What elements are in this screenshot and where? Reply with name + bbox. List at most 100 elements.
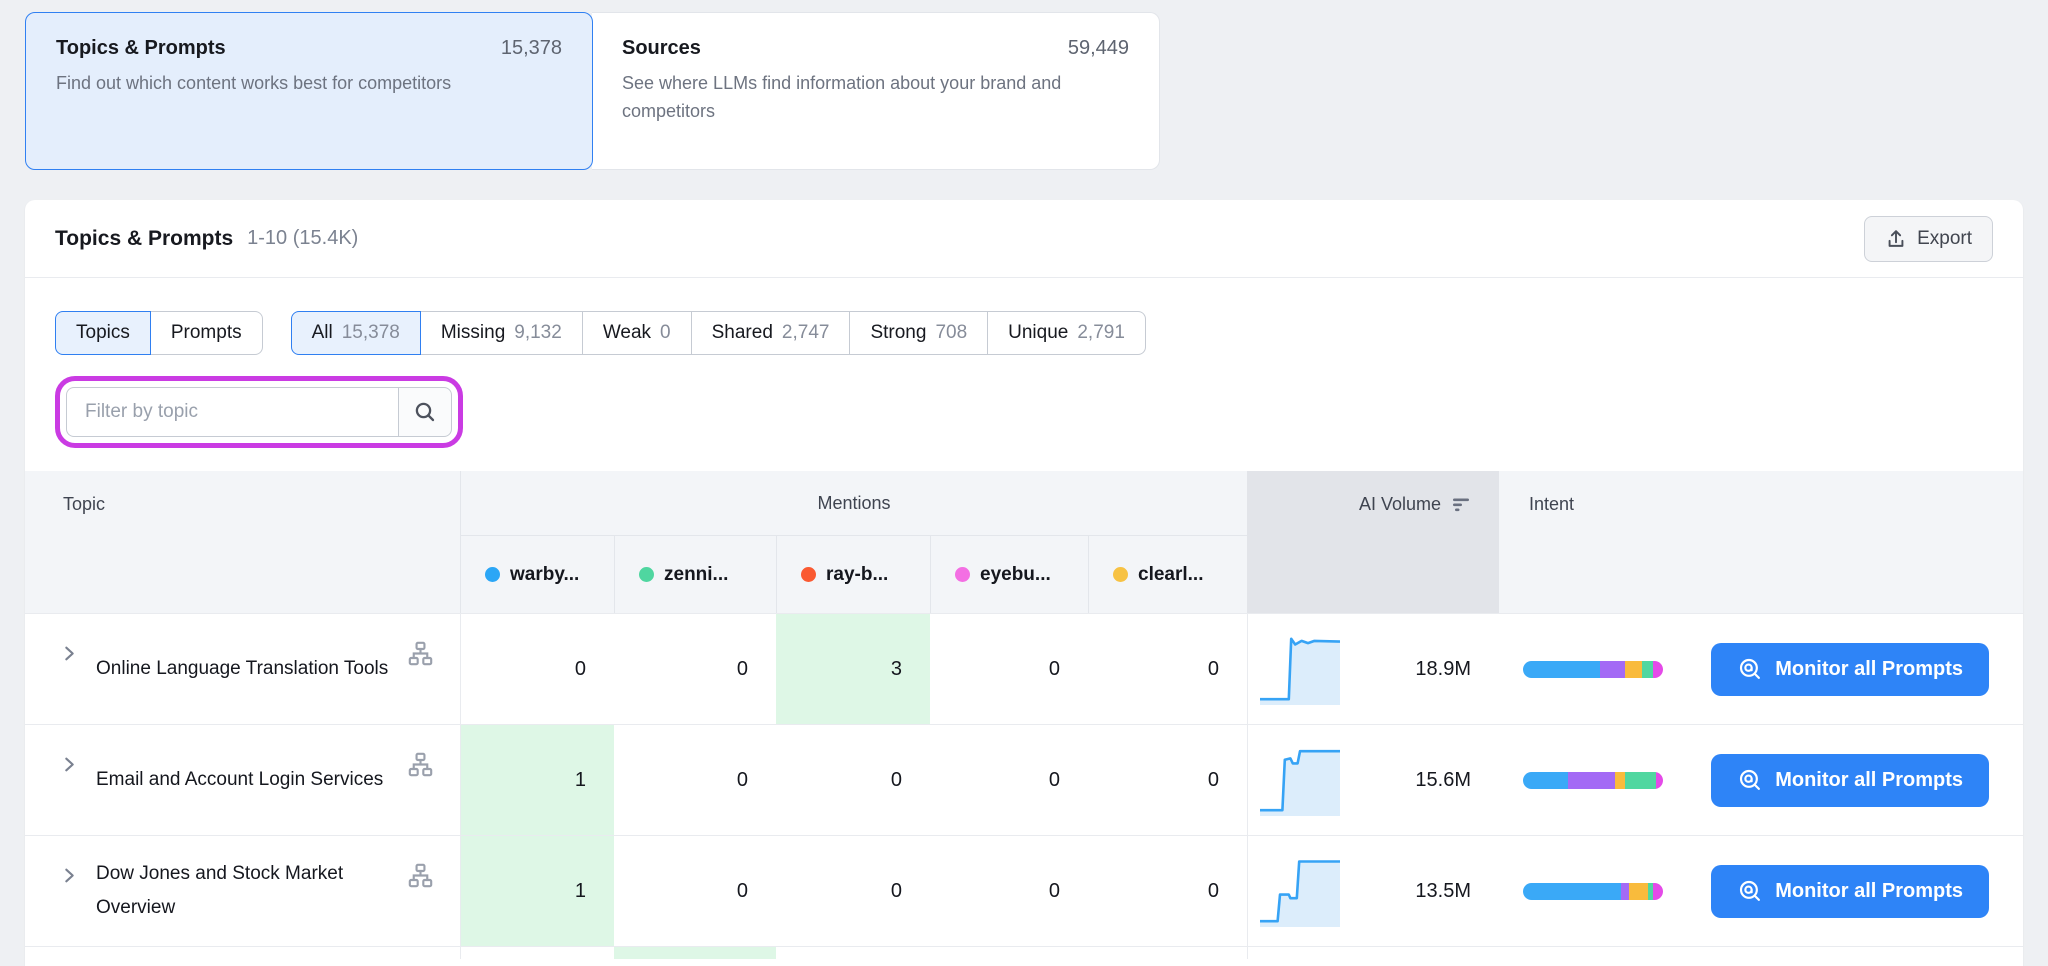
ai-volume-sparkline [1260, 855, 1340, 927]
page-title: Topics & Prompts [55, 226, 234, 250]
ai-volume-cell: 13.5M [1247, 836, 1499, 946]
topic-cell: Dow Jones and Stock Market Overview [25, 836, 460, 946]
sitemap-icon[interactable] [407, 640, 434, 667]
intent-segment [1621, 882, 1630, 900]
tab-count: 708 [935, 322, 968, 343]
view-toggle-prompts[interactable]: Prompts [150, 311, 263, 355]
competitor-dot [485, 567, 500, 582]
competitor-name: eyebu... [980, 563, 1051, 585]
card-topics-prompts[interactable]: Topics & Prompts 15,378 Find out which c… [25, 12, 593, 170]
view-toggle-topics[interactable]: Topics [55, 311, 151, 355]
mentions-cell-clearl: 0 [1207, 768, 1219, 791]
topic-name[interactable]: Email and Account Login Services [96, 769, 384, 790]
tab-label: Unique [1008, 322, 1069, 343]
ai-volume-sparkline [1260, 633, 1340, 705]
sort-desc-icon [1451, 496, 1473, 514]
export-button[interactable]: Export [1864, 215, 1993, 262]
mentions-cell-eyebu: 0 [1048, 879, 1060, 902]
ai-volume-cell: 15.6M [1247, 725, 1499, 835]
toggle-label: Prompts [170, 322, 242, 343]
competitor-column-ray-b[interactable]: ray-b... [776, 535, 930, 613]
intent-bar [1523, 660, 1663, 678]
tab-count: 9,132 [514, 322, 562, 343]
competitor-column-eyebu[interactable]: eyebu... [930, 535, 1088, 613]
topic-name[interactable]: Dow Jones and Stock Market Overview [96, 863, 344, 918]
topic-cell: Online Language Translation Tools [25, 614, 460, 724]
monitor-button-label: Monitor all Prompts [1775, 768, 1963, 791]
filter-tab-all[interactable]: All 15,378 [290, 311, 421, 355]
filter-tab-unique[interactable]: Unique 2,791 [988, 311, 1146, 355]
column-header-intent: Intent [1529, 494, 1575, 514]
filter-tab-shared[interactable]: Shared 2,747 [691, 311, 851, 355]
competitor-dot [1113, 567, 1128, 582]
competitor-dot [801, 567, 816, 582]
ai-volume-value: 15.6M [1415, 768, 1471, 791]
table-row-partial [25, 946, 2023, 959]
topic-cell: Email and Account Login Services [25, 725, 460, 835]
mentions-cell-zenni [614, 947, 776, 959]
competitor-column-warby[interactable]: warby... [460, 535, 614, 613]
search-button[interactable] [398, 387, 452, 437]
competitor-column-clearl[interactable]: clearl... [1088, 535, 1247, 613]
tab-label: All [311, 322, 333, 343]
filter-tab-strong[interactable]: Strong 708 [850, 311, 989, 355]
expand-chevron-icon[interactable] [61, 756, 78, 773]
sitemap-icon[interactable] [407, 751, 434, 778]
mentions-cell-eyebu: 0 [1048, 657, 1060, 680]
result-range: 1-10 (15.4K) [247, 227, 359, 249]
column-header-ai-volume[interactable]: AI Volume [1247, 471, 1499, 613]
intent-segment [1567, 771, 1616, 789]
competitor-column-zenni[interactable]: zenni... [614, 535, 776, 613]
monitor-prompts-icon [1737, 767, 1763, 793]
mentions-cell-clearl: 0 [1207, 657, 1219, 680]
monitor-all-prompts-button[interactable]: Monitor all Prompts [1711, 753, 1989, 807]
intent-segment [1625, 771, 1656, 789]
monitor-all-prompts-button[interactable]: Monitor all Prompts [1711, 642, 1989, 696]
competitor-name: warby... [510, 563, 580, 585]
tab-label: Shared [711, 322, 773, 343]
intent-segment [1523, 771, 1568, 789]
filter-by-topic-input[interactable] [66, 387, 398, 437]
intent-segment [1655, 771, 1663, 789]
competitor-name: ray-b... [826, 563, 889, 585]
competitor-dot [639, 567, 654, 582]
ai-volume-cell: 18.9M [1247, 614, 1499, 724]
mentions-cell-zenni: 0 [736, 879, 748, 902]
intent-segment [1523, 660, 1600, 678]
intent-segment [1625, 660, 1642, 678]
table-header: Topic Mentions AI Volume Intent warby...… [25, 471, 2023, 613]
mentions-cell-warby [460, 947, 614, 959]
toggle-label: Topics [76, 322, 130, 343]
monitor-button-label: Monitor all Prompts [1775, 879, 1963, 902]
expand-chevron-icon[interactable] [61, 645, 78, 662]
mentions-cell-zenni: 0 [736, 768, 748, 791]
monitor-button-label: Monitor all Prompts [1775, 657, 1963, 680]
monitor-prompts-icon [1737, 656, 1763, 682]
intent-segment [1629, 882, 1648, 900]
filter-tab-weak[interactable]: Weak 0 [582, 311, 692, 355]
ai-volume-label: AI Volume [1358, 494, 1441, 514]
panel-header: Topics & Prompts 1-10 (15.4K) Export [25, 200, 2023, 278]
tab-label: Missing [440, 322, 506, 343]
card-count: 15,378 [500, 37, 562, 59]
sitemap-icon[interactable] [407, 862, 434, 889]
intent-segment [1641, 660, 1654, 678]
intent-bar [1523, 882, 1663, 900]
card-title: Sources [622, 37, 701, 59]
filter-tab-missing[interactable]: Missing 9,132 [420, 311, 583, 355]
monitor-all-prompts-button[interactable]: Monitor all Prompts [1711, 864, 1989, 918]
topic-name[interactable]: Online Language Translation Tools [96, 658, 389, 679]
card-count: 59,449 [1067, 37, 1129, 59]
mentions-cell-warby: 1 [460, 836, 614, 946]
card-sources[interactable]: Sources 59,449 See where LLMs find infor… [592, 12, 1160, 170]
tab-label: Strong [870, 322, 927, 343]
expand-chevron-icon[interactable] [61, 867, 78, 884]
topics-prompts-panel: Topics & Prompts 1-10 (15.4K) Export Top… [25, 200, 2023, 966]
mentions-cell-eyebu: 0 [1048, 768, 1060, 791]
intent-segment [1615, 771, 1626, 789]
competitor-dot [955, 567, 970, 582]
mentions-cell-zenni: 0 [736, 657, 748, 680]
intent-segment [1653, 660, 1663, 678]
